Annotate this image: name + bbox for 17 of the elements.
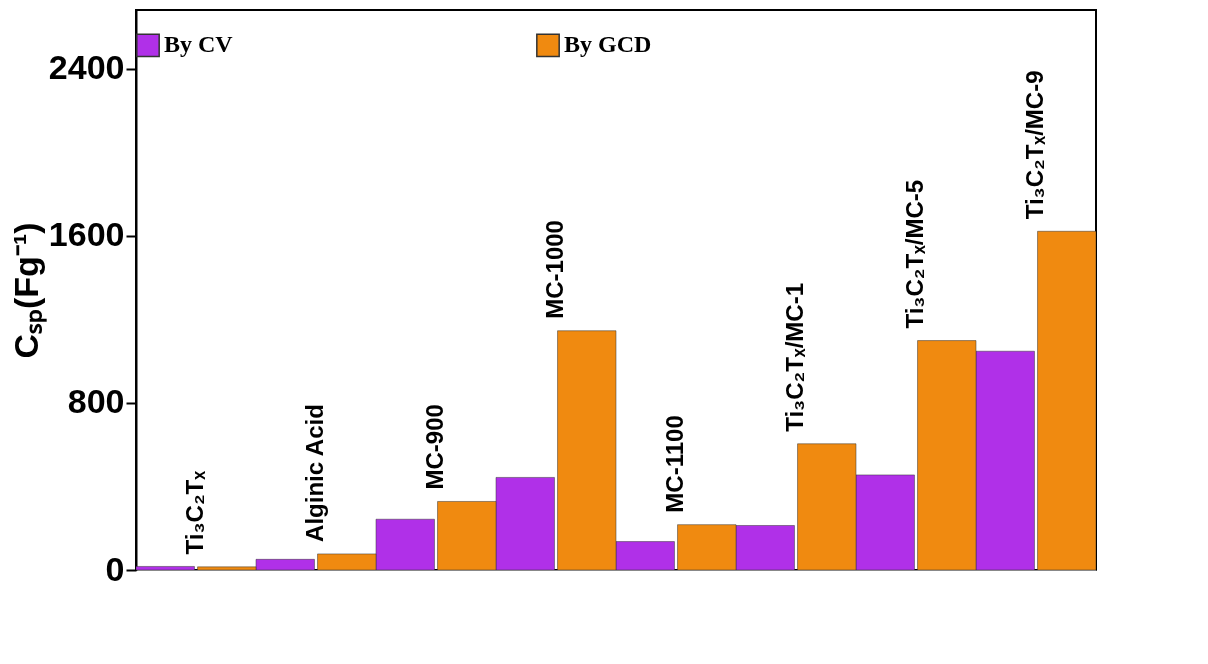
y-tick-label: 2400 xyxy=(48,48,125,87)
legend-label: By GCD xyxy=(564,31,652,58)
y-axis-title: Cₛₚ(Fg⁻¹) xyxy=(6,222,47,359)
y-tick-label: 0 xyxy=(105,549,125,588)
x-tick-label: Ti₃C₂Tₓ/MC-1 xyxy=(781,283,808,432)
bar xyxy=(1037,231,1096,570)
bar xyxy=(136,566,195,570)
y-tick-label: 800 xyxy=(67,382,125,421)
x-tick-label: MC-900 xyxy=(421,404,448,490)
x-tick-label: MC-1100 xyxy=(661,415,688,513)
x-tick-label: Alginic Acid xyxy=(301,404,328,542)
legend-label: By CV xyxy=(164,31,234,58)
x-tick-label: Ti₃C₂Tₓ xyxy=(181,470,208,555)
x-tick-label: Ti₃C₂Tₓ/MC-5 xyxy=(901,179,928,329)
y-tick-label: 1600 xyxy=(48,215,125,254)
x-tick-label: Ti₃C₂Tₓ/MC-9 xyxy=(1021,70,1048,220)
x-tick-label: MC-1000 xyxy=(541,220,568,319)
